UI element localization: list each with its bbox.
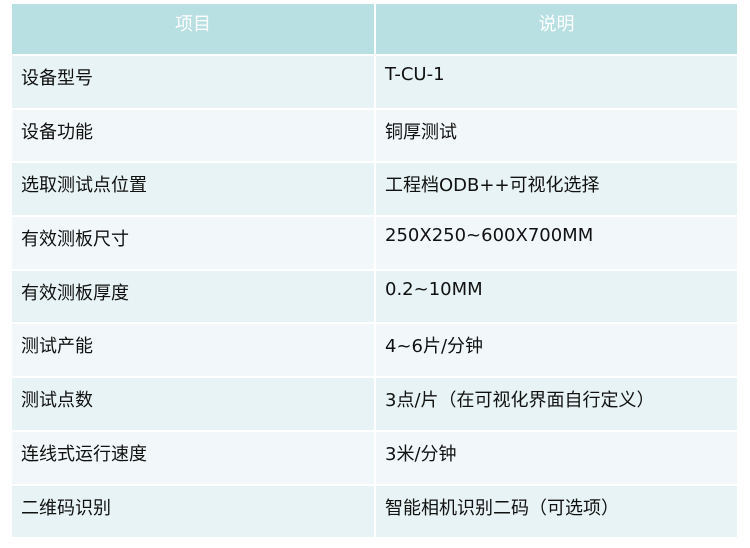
description-cell: 4~6片/分钟 bbox=[374, 322, 739, 379]
table-row: 连线式运行速度 3米/分钟 bbox=[10, 429, 739, 486]
header-description: 说明 bbox=[374, 2, 739, 56]
item-cell: 有效测板尺寸 bbox=[10, 215, 376, 271]
header-item: 项目 bbox=[10, 2, 376, 56]
spec-table: 项目 说明 设备型号 T-CU-1 设备功能 铜厚测试 选取测试点位置 工程档ODB++可… bbox=[10, 2, 739, 540]
description-cell: 250X250~600X700MM bbox=[374, 215, 739, 271]
description-cell: 3米/分钟 bbox=[374, 429, 739, 486]
item-cell: 测试点数 bbox=[10, 376, 376, 432]
table-row: 测试点数 3点/片（在可视化界面自行定义） bbox=[10, 376, 739, 432]
item-cell: 设备型号 bbox=[10, 54, 376, 110]
description-cell: 3点/片（在可视化界面自行定义） bbox=[374, 376, 739, 432]
item-cell: 测试产能 bbox=[10, 322, 376, 379]
item-cell: 二维码识别 bbox=[10, 483, 376, 540]
table-row: 有效测板尺寸 250X250~600X700MM bbox=[10, 215, 739, 271]
item-cell: 有效测板厚度 bbox=[10, 268, 376, 325]
table-header: 项目 说明 bbox=[10, 2, 739, 56]
item-cell: 选取测试点位置 bbox=[10, 161, 376, 218]
description-cell: 铜厚测试 bbox=[374, 107, 739, 164]
table-row: 选取测试点位置 工程档ODB++可视化选择 bbox=[10, 161, 739, 218]
table-row: 二维码识别 智能相机识别二码（可选项） bbox=[10, 483, 739, 540]
table-row: 测试产能 4~6片/分钟 bbox=[10, 322, 739, 379]
item-cell: 连线式运行速度 bbox=[10, 429, 376, 486]
description-cell: 工程档ODB++可视化选择 bbox=[374, 161, 739, 218]
table-row: 设备功能 铜厚测试 bbox=[10, 107, 739, 164]
description-cell: 智能相机识别二码（可选项） bbox=[374, 483, 739, 540]
table-row: 有效测板厚度 0.2~10MM bbox=[10, 268, 739, 325]
item-cell: 设备功能 bbox=[10, 107, 376, 164]
table-row: 设备型号 T-CU-1 bbox=[10, 54, 739, 110]
description-cell: T-CU-1 bbox=[374, 54, 739, 110]
description-cell: 0.2~10MM bbox=[374, 268, 739, 325]
